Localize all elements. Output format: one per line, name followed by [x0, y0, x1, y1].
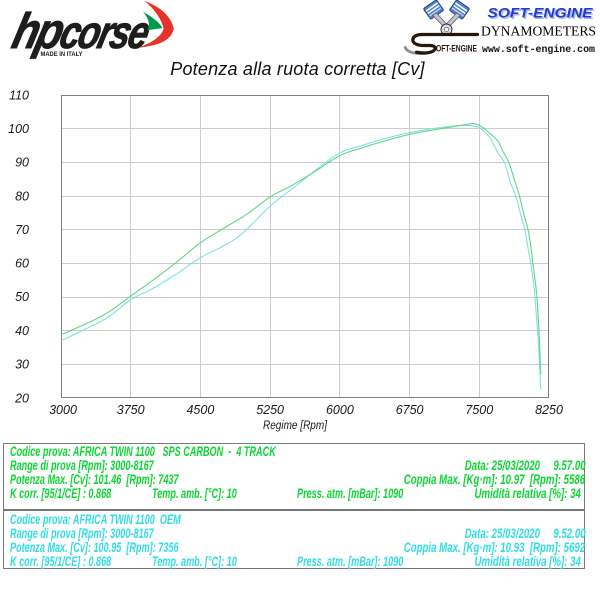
svg-text:6000: 6000 [326, 403, 354, 417]
svg-text:OFT-ENGINE: OFT-ENGINE [436, 44, 477, 55]
svg-text:5250: 5250 [256, 403, 284, 417]
svg-text:50: 50 [15, 290, 29, 304]
svg-text:7500: 7500 [465, 403, 493, 417]
svg-text:60: 60 [15, 257, 29, 271]
svg-text:100: 100 [8, 122, 29, 136]
svg-text:3750: 3750 [117, 403, 145, 417]
svg-text:Regime [Rpm]: Regime [Rpm] [263, 420, 328, 432]
svg-text:MADE IN ITALY: MADE IN ITALY [41, 51, 84, 58]
svg-text:110: 110 [9, 89, 29, 103]
svg-text:corse: corse [55, 7, 155, 58]
svg-text:30: 30 [15, 358, 29, 372]
svg-text:8250: 8250 [535, 403, 563, 417]
svg-text:4500: 4500 [186, 403, 214, 417]
svg-text:DYNAMOMETERS: DYNAMOMETERS [481, 24, 596, 39]
svg-text:SOFT-ENGINE: SOFT-ENGINE [488, 6, 594, 21]
svg-text:6750: 6750 [396, 403, 424, 417]
svg-text:80: 80 [15, 190, 29, 204]
svg-text:70: 70 [15, 223, 29, 237]
svg-text:90: 90 [15, 156, 29, 170]
svg-text:SOFT-ENGINE: SOFT-ENGINE [489, 7, 595, 22]
svg-text:20: 20 [14, 392, 29, 406]
svg-text:www.soft-engine.com: www.soft-engine.com [482, 44, 595, 56]
svg-text:3000: 3000 [49, 403, 77, 417]
svg-text:40: 40 [15, 324, 29, 338]
